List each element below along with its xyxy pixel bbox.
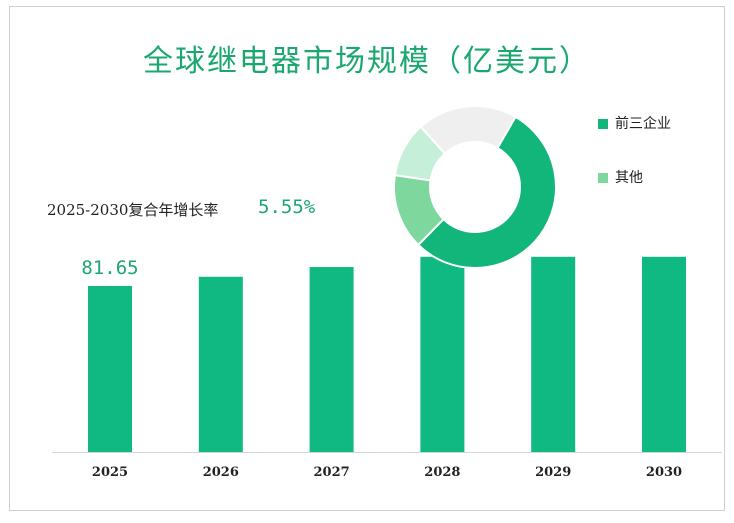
- bar-2030: [642, 256, 686, 452]
- pie-slice-0: [416, 115, 557, 269]
- pie-slice-3: [419, 105, 517, 155]
- bar-2025: [88, 285, 132, 452]
- legend-item-other: 其他: [598, 167, 643, 187]
- chart-title: 全球继电器市场规模（亿美元）: [143, 44, 591, 79]
- legend-swatch-top3: [598, 119, 608, 129]
- bar-2028: [420, 256, 465, 452]
- x-tick-label-2026: 2026: [203, 465, 239, 480]
- cagr-label: 2025-2030复合年增长率: [47, 201, 219, 219]
- bar-2027: [309, 267, 354, 452]
- legend-item-top3: 前三企业: [598, 113, 671, 133]
- bar-2026: [198, 276, 243, 452]
- x-tick-label-2025: 2025: [92, 465, 128, 480]
- bar-2029: [531, 256, 576, 452]
- legend-label-top3: 前三企业: [615, 116, 671, 132]
- legend-label-other: 其他: [615, 170, 643, 186]
- x-tick-label-2029: 2029: [535, 465, 571, 480]
- cagr-value: 5.55%: [258, 196, 316, 218]
- x-tick-label-2028: 2028: [424, 465, 460, 480]
- x-tick-label-2030: 2030: [646, 465, 682, 480]
- data-label-2025: 81.65: [81, 257, 138, 279]
- legend-swatch-other: [598, 173, 608, 183]
- x-tick-label-2027: 2027: [314, 465, 350, 480]
